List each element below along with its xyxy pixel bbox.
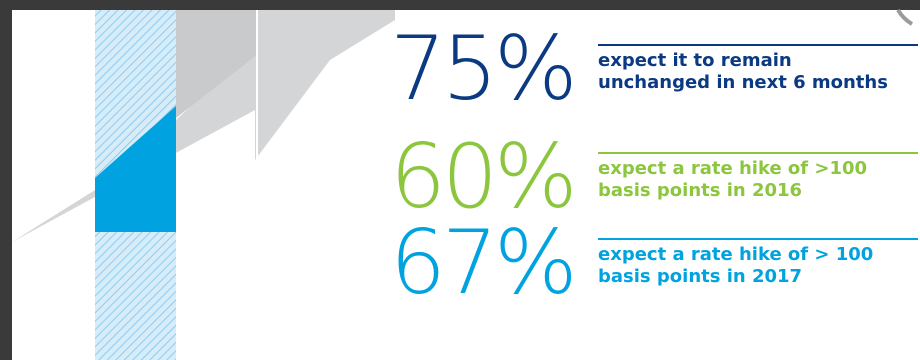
gray-arrow-upper: [176, 10, 258, 118]
blue-block: [95, 106, 176, 232]
gray-arrow-shape: [12, 10, 395, 242]
stat-line-2: unchanged in next 6 months: [598, 72, 888, 93]
left-dark-border: [0, 0, 12, 360]
stat-description: expect a rate hike of >100 basis points …: [598, 158, 867, 202]
stat-rule: [598, 152, 918, 154]
stat-percent: 67%: [390, 211, 578, 314]
stat-line-1: expect a rate hike of > 100: [598, 244, 874, 265]
circle-outline: [896, 8, 914, 26]
stat-rule: [598, 44, 918, 46]
stat-line-2: basis points in 2017: [598, 266, 803, 287]
stat-line-2: basis points in 2016: [598, 180, 803, 201]
stat-percent: 60%: [390, 125, 578, 228]
stat-percent: 75%: [390, 17, 578, 120]
top-dark-border: [0, 0, 920, 10]
stat-description: expect a rate hike of > 100 basis points…: [598, 244, 873, 288]
stat-rule: [598, 238, 918, 240]
stat-line-1: expect it to remain: [598, 50, 792, 71]
stat-line-1: expect a rate hike of >100: [598, 158, 868, 179]
stat-description: expect it to remain unchanged in next 6 …: [598, 50, 888, 94]
